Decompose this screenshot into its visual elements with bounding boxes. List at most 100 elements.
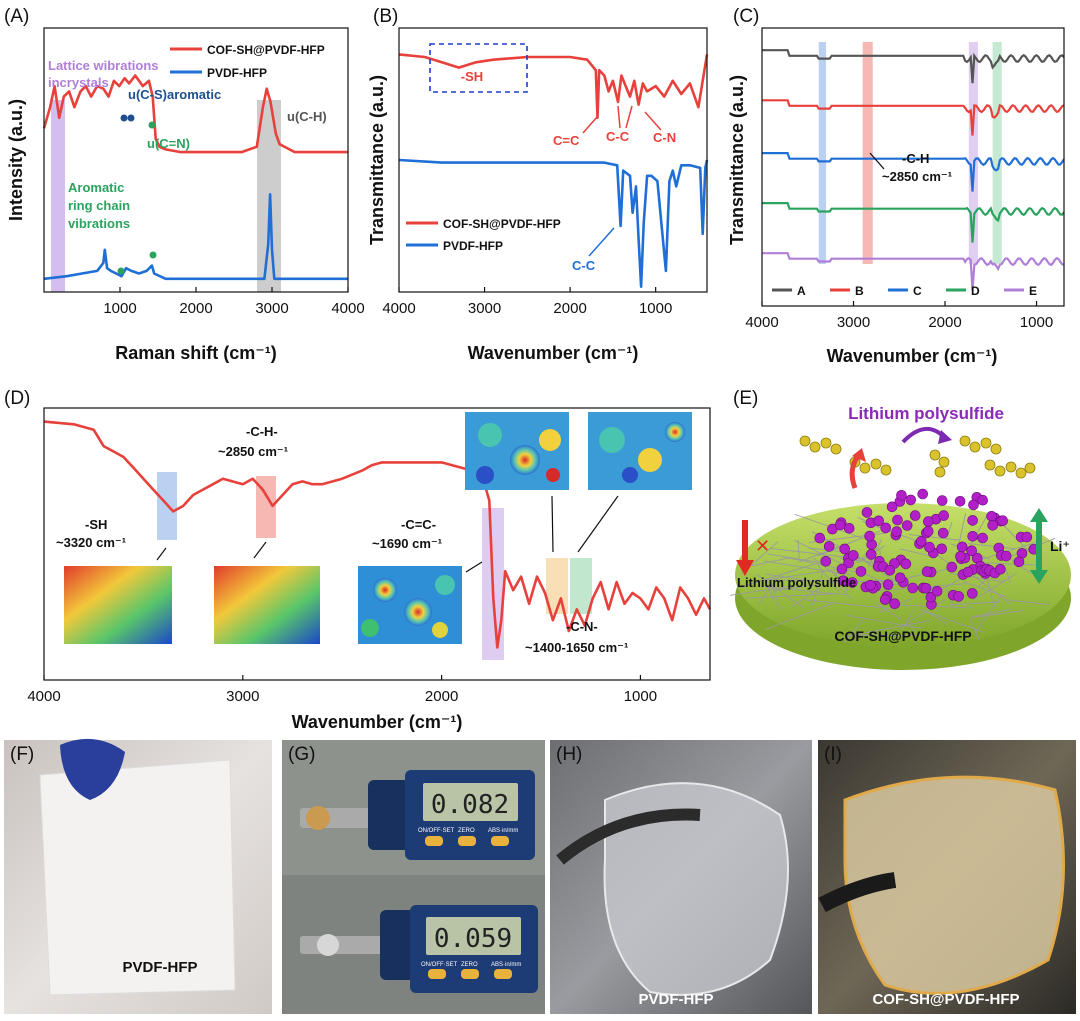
cof-sphere: [936, 495, 948, 506]
b-series-1: [398, 158, 709, 288]
fiber: [758, 577, 778, 605]
arrow-d-sh: [156, 547, 167, 561]
panel-a-label: (A): [4, 6, 29, 27]
panel-b: (B) -SH C=C C-C C-N C-C COF-SH@PVDF-HFP …: [367, 6, 709, 363]
fiber: [764, 567, 842, 581]
map-ch: [214, 566, 320, 644]
cof-sphere: [987, 519, 999, 531]
panel-b-plot: [398, 53, 709, 288]
panel-a-ylabel: Intensity (a.u.): [6, 99, 26, 221]
cof-sphere: [977, 494, 989, 506]
cof-sphere: [880, 522, 892, 534]
cof-sphere: [843, 557, 854, 569]
panel-i: (I) COF-SH@PVDF-HFP: [818, 740, 1076, 1014]
fiber: [864, 560, 898, 583]
panel-d: (D): [4, 388, 712, 732]
fiber: [901, 609, 915, 631]
panel-f-label: (F): [10, 744, 34, 765]
arrow-d-cc: [465, 561, 483, 573]
map-cn-1: [465, 412, 569, 490]
micrometer-rod-bottom: [300, 936, 390, 954]
buttons-top: [425, 836, 509, 846]
cof-sphere: [917, 488, 929, 500]
cof-sphere: [1000, 550, 1012, 562]
fiber: [1006, 599, 1049, 605]
cof-sphere: [915, 535, 927, 547]
schematic-title: Lithium polysulfide: [848, 404, 1004, 423]
fiber: [950, 601, 1002, 606]
arrow-b-cc-1: [617, 105, 621, 129]
arrow-b-cn: [644, 111, 662, 131]
marker-a-cs-1: [120, 114, 128, 122]
li-arrow-up-head: [1030, 508, 1048, 522]
a-tick-label-1: 2000: [179, 300, 212, 317]
panel-d-band-cn-2: [570, 558, 592, 614]
map-cn-2: [588, 412, 692, 490]
fiber: [973, 573, 1017, 601]
cof-sphere: [879, 594, 891, 605]
panel-c: (C) -C-H ~2850 cm⁻¹ A B C D E 4000 3000 2000 10…: [727, 6, 1065, 366]
cof-sphere: [922, 525, 934, 537]
photo-h-tweezers: [556, 808, 701, 865]
fiber: [920, 609, 984, 633]
sample-disk-bottom: [317, 934, 339, 956]
cof-sphere: [886, 501, 898, 513]
b-tick-label-3: 1000: [639, 300, 672, 317]
buttons-bottom: [428, 969, 512, 979]
panel-c-plot: [762, 49, 1065, 291]
cof-sphere: [954, 495, 966, 507]
d-tick-label-2: 2000: [425, 688, 458, 705]
fiber: [739, 563, 815, 588]
c-series-B: [762, 99, 1065, 136]
legend-b-cof: COF-SH@PVDF-HFP: [443, 217, 561, 231]
cof-sphere: [1013, 556, 1025, 568]
marker-a-cs-2: [127, 114, 135, 122]
fiber: [908, 534, 960, 541]
annot-d-cc: -C=C-: [401, 517, 436, 532]
annot-a-ring-3: vibrations: [68, 216, 130, 231]
legend-a-cof: COF-SH@PVDF-HFP: [207, 43, 325, 57]
cof-sphere: [921, 566, 933, 577]
lcd-top-value: 0.082: [431, 790, 509, 820]
fiber: [817, 564, 840, 592]
fiber: [974, 595, 1002, 634]
fiber: [836, 583, 852, 600]
photo-f-caption: PVDF-HFP: [123, 959, 198, 976]
cof-sphere: [936, 543, 948, 555]
fiber: [899, 548, 935, 558]
a-series-0: [42, 74, 348, 154]
btn-bottom-abs: ABS·in/mm: [491, 962, 521, 968]
annot-d-sh-2: ~3320 cm⁻¹: [56, 535, 126, 550]
cof-sphere: [909, 510, 921, 521]
cof-sphere: [865, 579, 876, 591]
cof-sphere: [892, 514, 903, 526]
cof-sphere: [946, 561, 958, 573]
annot-a-lattice-2: incrystals: [48, 75, 109, 90]
arrow-b-cc-blue: [588, 227, 615, 257]
annot-b-cc-blue: C-C: [572, 258, 596, 273]
fiber: [765, 602, 834, 631]
schematic-base-label: COF-SH@PVDF-HFP: [834, 628, 971, 644]
cof-sphere: [865, 549, 877, 560]
cof-sphere: [968, 499, 979, 511]
annot-b-cn: C-N: [653, 130, 676, 145]
panel-c-label: (C): [733, 6, 759, 27]
fiber: [925, 610, 949, 626]
panel-c-frame: [761, 27, 1065, 307]
lcd-bottom-value: 0.059: [434, 924, 512, 954]
photo-f-membrane: [39, 759, 236, 996]
fiber: [763, 560, 851, 576]
cof-sphere: [907, 582, 919, 594]
cof-sphere: [931, 585, 943, 597]
annot-b-cc: C-C: [606, 129, 630, 144]
panel-b-xlabel: Wavenumber (cm⁻¹): [468, 343, 639, 363]
annot-a-ring-1: Aromatic: [68, 180, 124, 195]
fiber: [764, 579, 851, 582]
annot-d-ch-2: ~2850 cm⁻¹: [218, 444, 288, 459]
btn-top-abs: ABS·in/mm: [488, 828, 518, 834]
panel-b-sh-box: [429, 43, 528, 93]
legend-c-C: C: [913, 284, 922, 298]
panel-d-xlabel: Wavenumber (cm⁻¹): [292, 712, 463, 732]
arrow-b-cc-2: [625, 105, 633, 129]
cof-sphere: [922, 516, 934, 527]
